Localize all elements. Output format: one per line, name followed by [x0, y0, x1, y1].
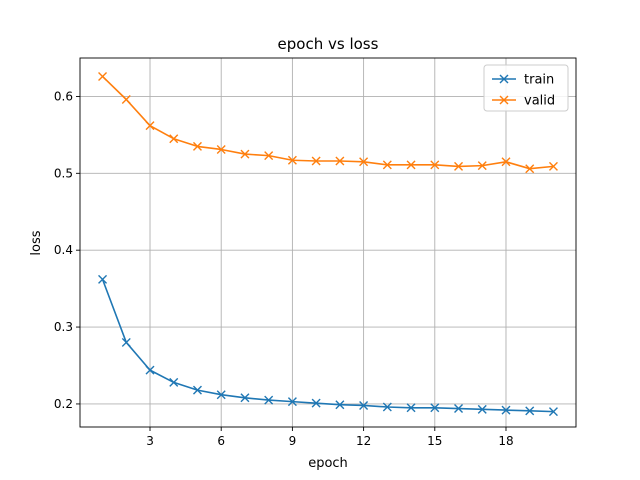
- data-point-train: [406, 403, 416, 413]
- data-point-valid: [382, 160, 392, 170]
- x-tick-label: 6: [217, 434, 225, 448]
- data-point-train: [548, 407, 558, 417]
- data-point-train: [121, 337, 131, 347]
- data-point-valid: [145, 121, 155, 131]
- tick-layer: 3 6 9 12 15 18 0.2 0.3 0.4 0.5 0.6: [54, 89, 514, 448]
- data-point-train: [216, 390, 226, 400]
- y-tick-label: 0.6: [54, 89, 73, 103]
- data-point-train: [145, 365, 155, 375]
- data-point-train: [240, 393, 250, 403]
- data-point-valid: [406, 160, 416, 170]
- legend-entry-valid: valid: [492, 94, 555, 109]
- series-layer: [98, 71, 558, 417]
- x-axis-label: epoch: [308, 456, 348, 471]
- data-point-train: [430, 403, 440, 413]
- data-point-train: [311, 398, 321, 408]
- y-tick-label: 0.4: [54, 243, 73, 257]
- y-tick-label: 0.5: [54, 166, 73, 180]
- data-point-train: [501, 405, 511, 415]
- data-point-valid: [335, 156, 345, 166]
- legend-entry-train: train: [492, 73, 554, 88]
- data-point-train: [454, 404, 464, 414]
- data-point-train: [264, 395, 274, 405]
- x-tick-label: 9: [289, 434, 297, 448]
- legend-marker-valid: [499, 95, 509, 105]
- legend-marker-train: [499, 74, 509, 84]
- data-point-valid: [98, 71, 108, 81]
- y-axis-label: loss: [29, 230, 44, 255]
- data-point-valid: [264, 151, 274, 161]
- legend-label-valid: valid: [524, 94, 555, 109]
- y-tick-label: 0.3: [54, 320, 73, 334]
- data-point-train: [335, 400, 345, 410]
- data-point-train: [98, 274, 108, 284]
- data-point-valid: [525, 164, 535, 174]
- data-point-train: [169, 377, 179, 387]
- data-point-valid: [287, 155, 297, 165]
- x-tick-label: 15: [427, 434, 442, 448]
- y-tick-label: 0.2: [54, 397, 73, 411]
- data-point-valid: [121, 95, 131, 105]
- data-point-valid: [169, 134, 179, 144]
- data-point-valid: [311, 156, 321, 166]
- legend-label-train: train: [524, 73, 554, 88]
- x-tick-label: 3: [146, 434, 154, 448]
- data-point-valid: [548, 161, 558, 171]
- x-tick-label: 12: [356, 434, 371, 448]
- data-point-valid: [430, 160, 440, 170]
- data-point-valid: [454, 161, 464, 171]
- data-point-train: [382, 402, 392, 412]
- data-point-train: [525, 406, 535, 416]
- data-point-valid: [501, 157, 511, 167]
- plot-frame: [79, 57, 577, 428]
- data-point-valid: [192, 141, 202, 151]
- series-line-valid: [101, 75, 554, 170]
- data-point-valid: [359, 157, 369, 167]
- x-tick-label: 18: [498, 434, 513, 448]
- series-line-train: [101, 279, 554, 413]
- data-point-valid: [216, 144, 226, 154]
- series-valid: [98, 71, 558, 174]
- legend: train valid: [483, 64, 569, 112]
- data-point-train: [192, 385, 202, 395]
- series-train: [98, 274, 558, 417]
- data-point-valid: [477, 161, 487, 171]
- data-point-valid: [240, 149, 250, 159]
- data-point-train: [359, 400, 369, 410]
- chart-title: epoch vs loss: [278, 35, 379, 53]
- data-point-train: [477, 404, 487, 414]
- data-point-train: [287, 397, 297, 407]
